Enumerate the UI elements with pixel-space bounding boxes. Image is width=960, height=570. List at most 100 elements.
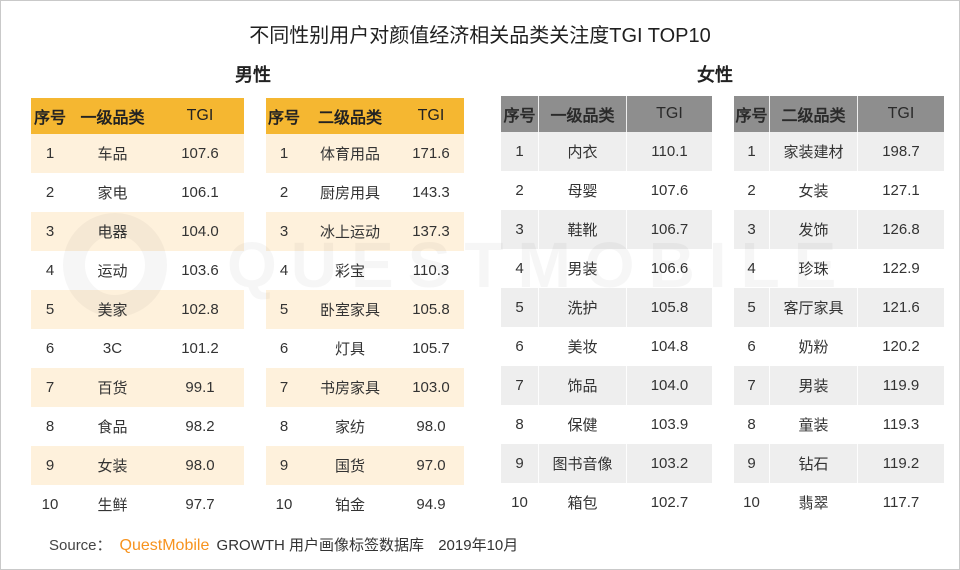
category-cell: 保健: [539, 405, 627, 444]
header-tgi: TGI: [417, 107, 445, 124]
table-row: 7 书房家具 103.0: [266, 368, 464, 407]
category-cell: 电器: [97, 224, 128, 241]
male-primary-category-table: 序号 一级品类 TGI 1 车品 107.6 2 家电 106.1 3 电器 104.0 4 运动 103.…: [31, 98, 244, 524]
rank-cell: 1: [501, 132, 539, 171]
category-cell: 3C: [102, 340, 123, 357]
tgi-cell: 137.3: [412, 223, 450, 240]
table-row: 10 翡翠 117.7: [734, 483, 944, 522]
header-tgi: TGI: [887, 105, 915, 122]
rank-cell: 4: [45, 262, 55, 279]
tgi-cell: 107.6: [181, 145, 219, 162]
rank-cell: 2: [45, 184, 55, 201]
male-secondary-category-table: 序号 二级品类 TGI 1 体育用品 171.6 2 厨房用具 143.3 3 冰上运动 137.3 4…: [266, 98, 464, 524]
table-row: 5 美家 102.8: [31, 290, 244, 329]
header-category: 一级品类: [539, 96, 627, 132]
rank-cell: 4: [279, 262, 289, 279]
tgi-cell: 98.2: [185, 418, 215, 435]
rank-cell: 3: [279, 223, 289, 240]
tgi-cell: 120.2: [882, 338, 920, 355]
header-category: 二级品类: [317, 110, 382, 127]
category-cell: 厨房用具: [319, 185, 380, 202]
tgi-cell: 102.8: [181, 301, 219, 318]
rank-cell: 9: [45, 457, 55, 474]
tgi-cell: 198.7: [882, 143, 920, 160]
table-row: 2 母婴 107.6: [501, 171, 712, 210]
rank-cell: 10: [275, 496, 293, 513]
category-cell: 洗护: [539, 288, 627, 327]
header-tgi: TGI: [656, 105, 683, 122]
category-cell: 卧室家具: [319, 302, 380, 319]
header-rank: 序号: [267, 110, 300, 127]
table-row: 2 家电 106.1: [31, 173, 244, 212]
table-header-row: 序号 一级品类 TGI: [501, 96, 712, 132]
table-row: 6 灯具 105.7: [266, 329, 464, 368]
category-cell: 铂金: [334, 497, 365, 514]
tgi-cell: 103.2: [650, 455, 689, 472]
rank-cell: 8: [45, 418, 55, 435]
category-cell: 珍珠: [770, 249, 858, 288]
category-cell: 翡翠: [770, 483, 858, 522]
rank-cell: 10: [734, 483, 770, 522]
category-cell: 家纺: [334, 419, 365, 436]
tgi-cell: 103.0: [412, 379, 450, 396]
category-cell: 奶粉: [770, 327, 858, 366]
rank-cell: 9: [279, 457, 289, 474]
rank-cell: 7: [45, 379, 55, 396]
source-label: Source：: [49, 537, 112, 554]
tgi-cell: 102.7: [650, 494, 689, 511]
tgi-cell: 103.9: [650, 416, 689, 433]
table-row: 7 百货 99.1: [31, 368, 244, 407]
tgi-cell: 98.0: [185, 457, 215, 474]
table-row: 10 箱包 102.7: [501, 483, 712, 522]
category-cell: 百货: [97, 380, 128, 397]
rank-cell: 1: [734, 132, 770, 171]
category-cell: 男装: [770, 366, 858, 405]
rank-cell: 6: [734, 327, 770, 366]
table-row: 8 食品 98.2: [31, 407, 244, 446]
category-cell: 冰上运动: [319, 224, 380, 241]
table-row: 3 发饰 126.8: [734, 210, 944, 249]
category-cell: 饰品: [539, 366, 627, 405]
category-cell: 童装: [770, 405, 858, 444]
tgi-cell: 122.9: [882, 260, 920, 277]
category-cell: 母婴: [539, 171, 627, 210]
tgi-cell: 126.8: [882, 221, 920, 238]
rank-cell: 9: [734, 444, 770, 483]
table-header-row: 序号 二级品类 TGI: [266, 98, 464, 134]
female-secondary-category-table: 序号 二级品类 TGI 1 家装建材 198.7 2 女装 127.1 3 发饰 126.8 4 珍珠 12…: [734, 96, 944, 522]
header-category: 一级品类: [80, 110, 145, 127]
header-rank: 序号: [33, 110, 66, 127]
table-row: 3 电器 104.0: [31, 212, 244, 251]
table-header-row: 序号 一级品类 TGI: [31, 98, 244, 134]
male-section-label: 男性: [235, 65, 271, 85]
rank-cell: 8: [279, 418, 289, 435]
tgi-cell: 97.7: [185, 496, 215, 513]
tgi-cell: 107.6: [650, 182, 689, 199]
tgi-cell: 103.6: [181, 262, 219, 279]
table-row: 9 女装 98.0: [31, 446, 244, 485]
table-row: 8 保健 103.9: [501, 405, 712, 444]
header-category: 二级品类: [770, 96, 858, 132]
tgi-cell: 105.7: [412, 340, 450, 357]
table-row: 4 彩宝 110.3: [266, 251, 464, 290]
tgi-cell: 104.0: [181, 223, 219, 240]
tgi-cell: 99.1: [185, 379, 215, 396]
header-rank: 序号: [501, 96, 539, 132]
category-cell: 运动: [97, 263, 128, 280]
category-cell: 男装: [539, 249, 627, 288]
category-cell: 客厅家具: [770, 288, 858, 327]
rank-cell: 6: [45, 340, 55, 357]
table-row: 5 客厅家具 121.6: [734, 288, 944, 327]
rank-cell: 3: [734, 210, 770, 249]
table-row: 5 洗护 105.8: [501, 288, 712, 327]
table-row: 4 运动 103.6: [31, 251, 244, 290]
table-row: 9 图书音像 103.2: [501, 444, 712, 483]
female-section-label: 女性: [697, 65, 733, 85]
table-row: 6 3C 101.2: [31, 329, 244, 368]
rank-cell: 7: [501, 366, 539, 405]
category-cell: 鞋靴: [539, 210, 627, 249]
table-row: 3 冰上运动 137.3: [266, 212, 464, 251]
table-row: 9 国货 97.0: [266, 446, 464, 485]
category-cell: 国货: [334, 458, 365, 475]
source-brand: QuestMobile: [119, 537, 210, 554]
